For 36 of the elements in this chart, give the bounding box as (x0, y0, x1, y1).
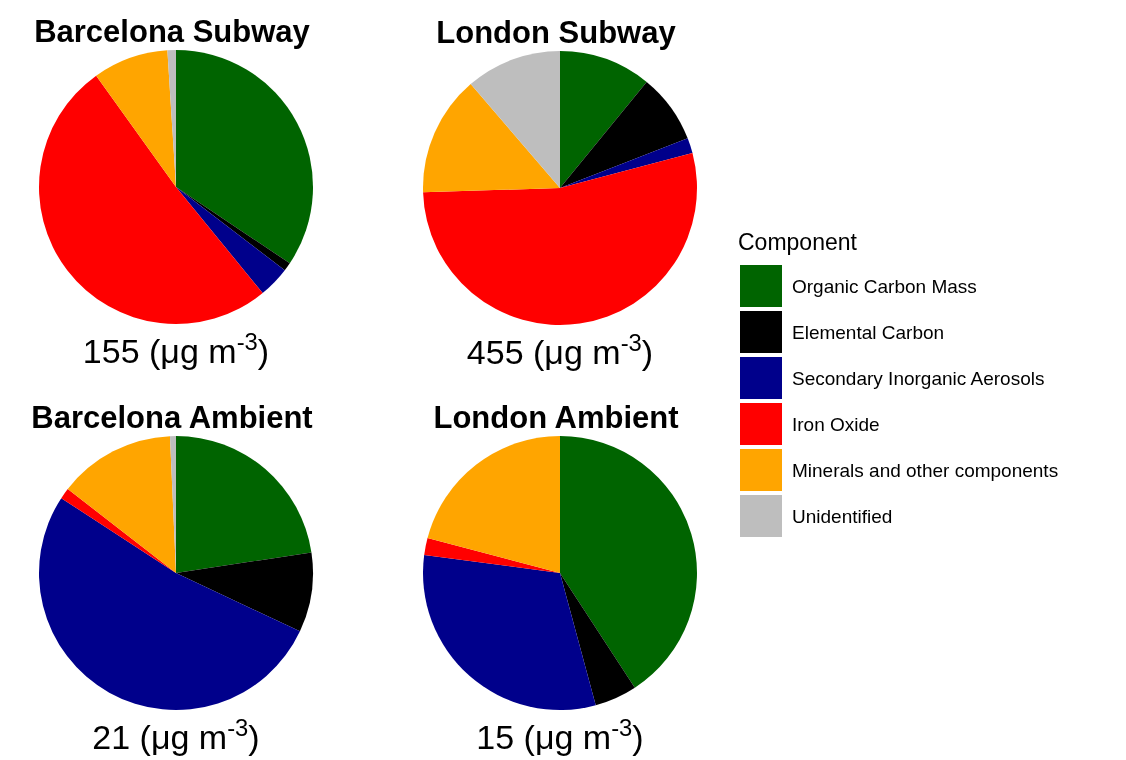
chart-title: Barcelona Ambient (31, 400, 313, 435)
pie-slice (176, 552, 313, 632)
pie-slice (560, 436, 697, 688)
pie-slice (560, 51, 647, 188)
chart-title: Barcelona Subway (34, 14, 311, 49)
pie-slice (96, 50, 176, 187)
chart-title: London Subway (436, 15, 677, 50)
text: 15 (μg m$^{-3}$) (476, 713, 644, 756)
pie-slice (39, 498, 300, 710)
legend-title: Component (738, 229, 858, 255)
pie-slice (39, 75, 263, 324)
legend-label: Unidentified (792, 506, 893, 527)
pie-slice (176, 50, 313, 264)
legend-label: Secondary Inorganic Aerosols (792, 368, 1045, 389)
text: 155 (μg m$^{-3}$) (82, 327, 270, 370)
legend-label: Elemental Carbon (792, 322, 945, 343)
legend-label: Minerals and other components (792, 460, 1059, 481)
pie-slice (176, 187, 290, 271)
pie-slice (560, 81, 688, 188)
pie-slice (427, 436, 560, 573)
pie-slice (560, 138, 693, 188)
pie-slice (424, 538, 560, 573)
pie-slice (423, 554, 596, 710)
legend-label: Iron Oxide (792, 414, 880, 435)
pie-slice (61, 489, 176, 573)
pie-slice (176, 436, 312, 573)
chart-title: London Ambient (433, 400, 679, 435)
pie-slice (423, 84, 560, 193)
pie-slice (423, 153, 697, 325)
pie-slice (176, 187, 285, 294)
text: 455 (μg m$^{-3}$) (466, 328, 654, 371)
pie-slice (560, 573, 635, 706)
pie-slice (67, 436, 176, 573)
pie-slice (470, 51, 560, 188)
text: 21 (μg m$^{-3}$) (92, 713, 260, 756)
legend-label: Organic Carbon Mass (792, 276, 977, 297)
